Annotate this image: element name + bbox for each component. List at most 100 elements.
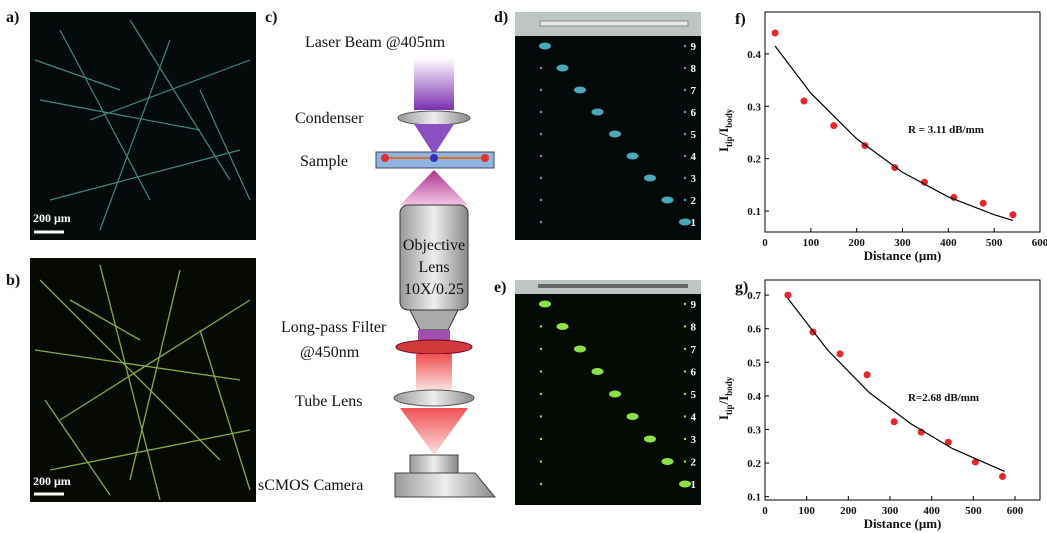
panel-label: d)	[494, 9, 508, 26]
x-tick-label: 100	[798, 505, 815, 517]
y-axis-label-part: /I	[716, 128, 731, 138]
condenser	[398, 111, 470, 125]
spot	[574, 346, 586, 353]
red-cone	[400, 408, 468, 455]
data-point	[784, 292, 791, 299]
tip	[684, 67, 686, 69]
spot-number: 7	[691, 85, 697, 97]
tip	[684, 393, 686, 395]
diagram-label: Tube Lens	[295, 393, 362, 410]
tip	[684, 199, 686, 201]
page: a) 200 μm b) 200 μm c) Laser Beam @405nm…	[0, 0, 1047, 533]
data-point	[864, 371, 871, 378]
spot-number: 3	[691, 434, 697, 446]
spot-number: 9	[691, 299, 697, 311]
tip	[540, 303, 542, 305]
tip	[540, 177, 542, 179]
filter	[396, 340, 472, 354]
annotation: R=2.68 dB/mm	[908, 392, 979, 404]
spot-number: 2	[691, 195, 697, 207]
tip	[684, 438, 686, 440]
spot	[627, 413, 639, 420]
tip	[540, 133, 542, 135]
y-axis-label: Itip/Ibody	[716, 376, 734, 420]
tip	[684, 133, 686, 135]
x-tick-label: 500	[965, 505, 982, 517]
micrograph	[515, 280, 701, 505]
y-tick-label: 0.4	[747, 49, 761, 61]
focus-cone	[414, 124, 454, 155]
diagram-label: sCMOS Camera	[258, 477, 363, 494]
camera-head	[410, 455, 458, 473]
panel-label: c)	[265, 9, 277, 26]
data-point	[800, 98, 807, 105]
plot-frame	[765, 280, 1040, 500]
tip	[540, 325, 542, 327]
spot-number: 6	[691, 367, 697, 379]
spot-number: 5	[691, 129, 697, 141]
data-point	[772, 29, 779, 36]
tip	[684, 45, 686, 47]
diagram-label: Condenser	[295, 110, 364, 127]
y-tick-label: 0.1	[747, 206, 761, 218]
spot	[644, 436, 656, 443]
tip	[540, 155, 542, 157]
tube-lens	[394, 390, 474, 406]
micrograph	[30, 258, 256, 502]
x-axis-label: Distance (μm)	[864, 248, 942, 263]
scale-label: 200 μm	[33, 211, 71, 225]
panel-label: b)	[6, 272, 20, 289]
y-axis-label-part: body	[724, 108, 734, 128]
x-tick-label: 500	[986, 237, 1003, 249]
spot	[609, 131, 621, 138]
data-point	[980, 200, 987, 207]
spot-number: 9	[691, 41, 697, 53]
y-axis-label-part: tip	[724, 136, 734, 147]
y-tick-label: 0.5	[747, 357, 761, 369]
tip	[684, 483, 686, 485]
tip	[684, 303, 686, 305]
y-tick-label: 0.2	[747, 458, 761, 470]
spot-number: 3	[691, 173, 697, 185]
data-point	[1009, 211, 1016, 218]
annotation: R = 3.11 dB/mm	[908, 124, 984, 136]
tip	[684, 325, 686, 327]
tip	[684, 415, 686, 417]
x-tick-label: 600	[1032, 237, 1047, 249]
diagram-label: @450nm	[300, 344, 360, 361]
spot-number: 8	[691, 63, 697, 75]
tip	[540, 45, 542, 47]
spot	[609, 391, 621, 398]
panel-label: a)	[6, 9, 19, 26]
y-tick-label: 0.2	[747, 154, 761, 166]
spot	[644, 175, 656, 182]
y-axis-label-part: /I	[716, 396, 731, 406]
x-tick-label: 400	[940, 237, 957, 249]
tip	[540, 460, 542, 462]
x-axis-label: Distance (μm)	[864, 516, 942, 531]
spot	[662, 458, 674, 465]
diagram-label: Objective	[403, 237, 465, 254]
diagram-label: Laser Beam @405nm	[305, 34, 446, 51]
spot	[627, 153, 639, 160]
emission-cone	[400, 170, 468, 205]
spot	[557, 65, 569, 72]
panel-label: f)	[735, 11, 746, 28]
micrograph	[30, 12, 256, 240]
scale-label: 200 μm	[33, 474, 71, 488]
spot-number: 1	[691, 217, 697, 229]
tip	[684, 460, 686, 462]
y-tick-label: 0.6	[747, 324, 761, 336]
y-tick-label: 0.7	[747, 290, 761, 302]
spot-number: 7	[691, 344, 697, 356]
data-point	[999, 473, 1006, 480]
tip	[684, 155, 686, 157]
tip	[540, 483, 542, 485]
x-tick-label: 100	[803, 237, 820, 249]
y-axis-label-part: body	[724, 376, 734, 396]
tip	[540, 221, 542, 223]
spot	[592, 368, 604, 375]
data-point	[830, 122, 837, 129]
y-tick-label: 0.4	[747, 391, 761, 403]
diagram-label: Lens	[418, 259, 449, 276]
